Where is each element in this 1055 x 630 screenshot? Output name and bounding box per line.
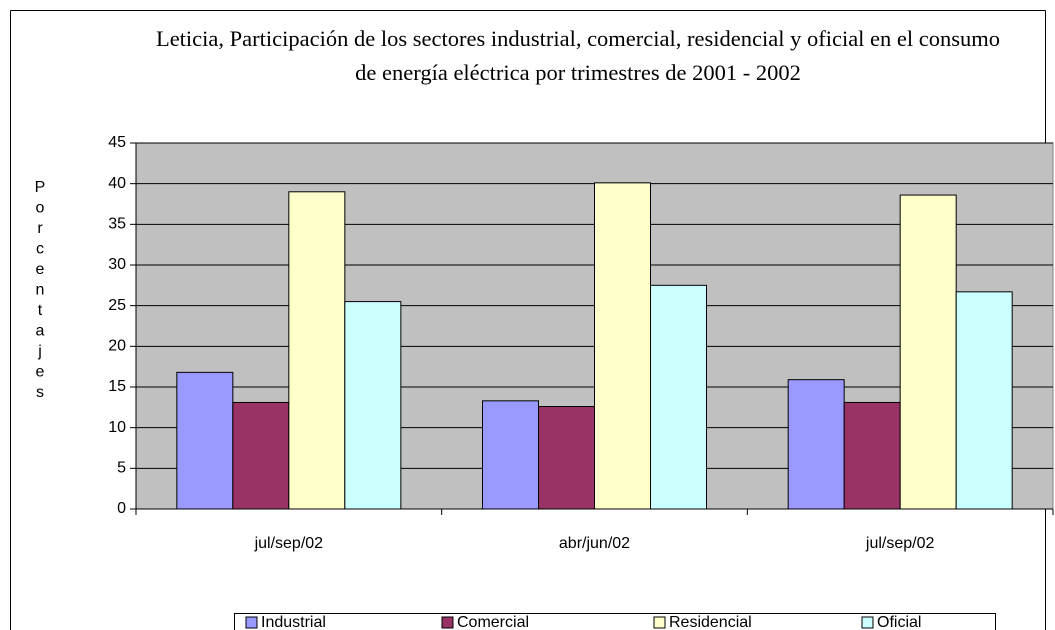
x-tick-label: abr/jun/02 — [559, 535, 630, 552]
bar — [176, 371, 234, 510]
legend-label: Industrial — [261, 614, 326, 630]
legend — [234, 613, 996, 630]
y-tick-label: 25 — [108, 297, 126, 314]
y-tick-label: 0 — [117, 500, 126, 517]
y-tick-label: 45 — [108, 134, 126, 151]
y-tick-label: 10 — [108, 419, 126, 436]
legend-swatch — [861, 616, 874, 629]
bar — [594, 182, 651, 510]
bar — [787, 379, 845, 510]
legend-swatch — [653, 616, 666, 629]
legend-swatch — [441, 616, 454, 629]
bar — [899, 194, 957, 510]
y-tick-label: 5 — [117, 460, 126, 477]
bar — [955, 291, 1013, 510]
y-tick-label: 15 — [108, 378, 126, 395]
chart-title: Leticia, Participación de los sectores i… — [155, 26, 1001, 85]
bar — [232, 401, 290, 510]
y-tick-label: 35 — [108, 216, 126, 233]
x-tick-label: jul/sep/02 — [865, 535, 935, 552]
bar — [344, 301, 402, 510]
y-tick-label: 40 — [108, 175, 126, 192]
bar — [482, 400, 539, 510]
bar — [650, 284, 707, 510]
y-tick-label: 20 — [108, 338, 126, 355]
legend-label: Oficial — [877, 614, 921, 630]
legend-swatch — [245, 616, 258, 629]
bar — [538, 406, 595, 510]
legend-label: Comercial — [457, 614, 529, 630]
x-tick-label: jul/sep/02 — [254, 535, 324, 552]
bar — [843, 401, 901, 510]
bar — [288, 191, 346, 510]
y-tick-label: 30 — [108, 256, 126, 273]
legend-label: Residencial — [669, 614, 752, 630]
